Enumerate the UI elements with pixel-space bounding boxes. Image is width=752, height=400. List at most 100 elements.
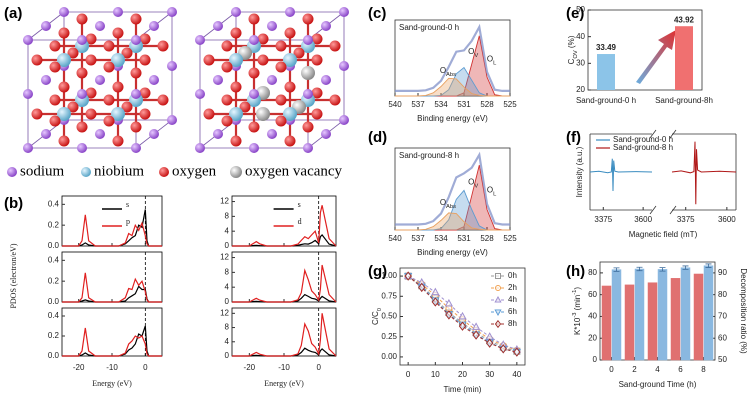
legend-label: 6h	[508, 307, 517, 316]
atom	[41, 21, 51, 31]
atom	[113, 7, 123, 17]
error-bar	[659, 267, 666, 272]
atom	[121, 101, 133, 113]
x-tick-label: Sand-ground-0 h	[576, 96, 636, 105]
error-bar	[636, 266, 643, 272]
atom	[195, 89, 205, 99]
atom	[248, 67, 260, 79]
atom	[67, 101, 79, 113]
atom	[311, 87, 323, 99]
x-tick-label: 540	[388, 234, 402, 243]
x-axis-label: Binding energy (eV)	[417, 114, 488, 123]
atom	[203, 108, 215, 120]
x-tick-label: 30	[485, 370, 494, 379]
atom	[284, 81, 296, 93]
x-tick-label: 531	[457, 234, 471, 243]
atom	[321, 129, 331, 139]
y-axis-label: C/C0	[371, 308, 382, 325]
y-tick-label: 0	[225, 297, 230, 306]
legend-label: p	[126, 217, 130, 226]
atom	[284, 27, 296, 39]
y-tick-label: 0	[225, 241, 230, 250]
atom	[57, 107, 71, 121]
data-line	[407, 275, 517, 353]
x-tick-label: -10	[278, 363, 290, 372]
component-peak	[395, 77, 510, 97]
atom	[57, 53, 71, 67]
y-tick-label: 0.0	[48, 297, 60, 306]
atom	[249, 89, 259, 99]
legend-label: Sand-ground-8 h	[613, 143, 673, 152]
x-tick-label: 525	[503, 100, 517, 109]
panel-title: Sand-ground-0 h	[399, 23, 459, 32]
legend-marker	[494, 319, 502, 329]
atom	[131, 143, 141, 153]
atom	[67, 47, 79, 59]
y-tick-label: 0.0	[48, 241, 60, 250]
bar	[703, 265, 714, 361]
y-tick-label: 0.4	[48, 311, 60, 320]
y-tick-label: 0.4	[48, 255, 60, 264]
legend-swatch	[159, 167, 169, 177]
bar	[634, 268, 645, 361]
label-part: O	[440, 66, 446, 75]
y-tick-label: 4	[225, 337, 230, 346]
pdos-line	[232, 313, 337, 357]
y-tick-label: 0.50	[381, 312, 397, 321]
atom	[49, 40, 61, 52]
label-script: V	[474, 52, 478, 58]
atom	[275, 61, 287, 73]
atom	[85, 54, 97, 66]
label-part: )	[573, 287, 582, 290]
label-script: L	[493, 191, 496, 197]
label-script: Abs	[446, 71, 456, 77]
atom	[23, 89, 33, 99]
atom	[302, 13, 314, 25]
atom	[58, 27, 70, 39]
y-tick-label: 8	[225, 211, 230, 220]
atom	[23, 143, 33, 153]
panel-label: (h)	[566, 263, 585, 280]
x-axis-label: Magnetic field (mT)	[629, 230, 698, 239]
label-part: O	[468, 178, 474, 187]
atom	[275, 94, 287, 106]
legend-label: Sand-ground-0 h	[613, 135, 673, 144]
atom	[31, 54, 43, 66]
data-line	[407, 275, 517, 351]
atom	[77, 143, 87, 153]
atom	[339, 61, 349, 71]
marker	[458, 321, 467, 331]
x-tick-label: 6	[678, 365, 683, 374]
plot-frame	[587, 9, 703, 91]
atom	[221, 115, 233, 127]
atom	[85, 108, 97, 120]
label-part: C/C	[371, 311, 380, 325]
y-tick-label: 80	[718, 290, 727, 299]
marker	[431, 287, 440, 296]
y-tick-label: 20	[576, 85, 585, 94]
pdos-line	[232, 293, 337, 303]
x-axis-label: Binding energy (eV)	[417, 248, 488, 257]
x-tick-label: 528	[480, 100, 494, 109]
pdos-line	[232, 264, 337, 303]
atom	[229, 53, 243, 67]
marker	[445, 310, 453, 320]
atom	[41, 75, 51, 85]
x-tick-label: 8	[701, 365, 706, 374]
x-tick-label: 3375	[677, 215, 695, 224]
y-tick-label: 8	[225, 323, 230, 332]
x-axis-label: Sand-ground Time (h)	[619, 380, 697, 389]
marker	[404, 271, 412, 281]
atom	[85, 87, 97, 99]
x-tick-label: 0	[316, 363, 321, 372]
atom	[139, 87, 151, 99]
panel-label: (e)	[566, 5, 584, 22]
atom	[221, 61, 233, 73]
x-axis-label: Energy (eV)	[264, 379, 304, 388]
x-tick-label: 10	[431, 370, 440, 379]
bar	[601, 285, 612, 361]
atom	[157, 40, 169, 52]
pdos-line	[62, 327, 162, 357]
atom	[195, 35, 205, 45]
